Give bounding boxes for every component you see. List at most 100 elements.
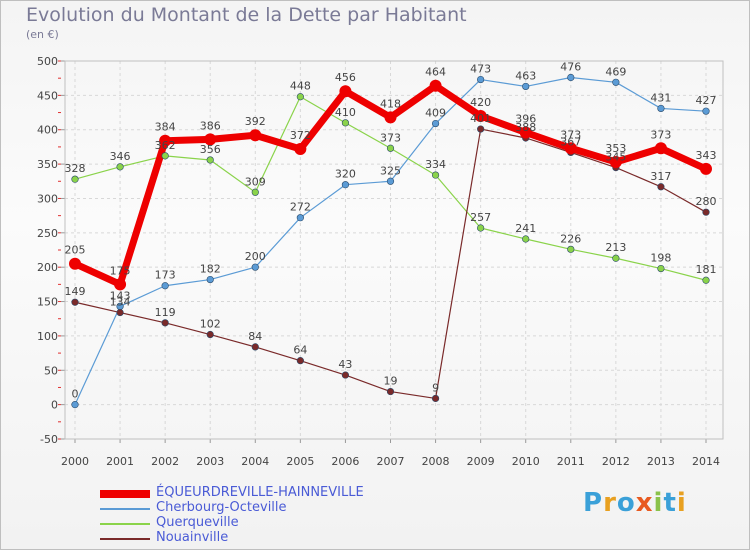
data-point [69, 257, 81, 270]
legend-swatch [100, 538, 150, 540]
x-tick-label: 2008 [422, 455, 450, 468]
data-label: 257 [470, 211, 491, 224]
data-point [477, 75, 485, 84]
y-tick-label: -50 [40, 433, 58, 446]
data-point [296, 93, 304, 101]
data-label: 9 [432, 381, 439, 394]
y-tick-label: 100 [37, 330, 58, 343]
chart-title: Evolution du Montant de la Dette par Hab… [26, 4, 467, 26]
data-label: 418 [380, 97, 401, 110]
data-point [431, 119, 440, 128]
legend-label: Cherbourg-Octeville [156, 500, 287, 515]
data-point [296, 357, 304, 365]
data-label: 409 [425, 107, 446, 120]
legend-label: Querqueville [156, 515, 239, 530]
data-point [251, 343, 259, 351]
data-point [161, 282, 169, 290]
data-label: 388 [515, 121, 536, 134]
chart-subtitle: (en €) [26, 28, 59, 41]
data-label: 182 [200, 263, 221, 276]
data-label: 356 [200, 143, 221, 156]
data-point [206, 156, 214, 164]
data-point [206, 330, 214, 339]
logo-letter: P [583, 488, 604, 518]
data-label: 456 [335, 71, 356, 84]
legend-label: Nouainville [156, 530, 229, 545]
data-point [296, 214, 304, 222]
data-label: 345 [605, 151, 626, 164]
data-point [341, 181, 350, 189]
data-point [249, 129, 262, 142]
logo-letter: x [635, 488, 654, 518]
data-label: 392 [245, 115, 266, 128]
data-point [161, 152, 169, 160]
data-label: 373 [650, 128, 671, 141]
data-label: 317 [650, 170, 671, 183]
data-label: 334 [425, 158, 446, 171]
data-label: 19 [384, 375, 398, 388]
data-point [702, 276, 710, 284]
y-tick-label: 250 [37, 227, 58, 240]
x-tick-label: 2013 [647, 455, 675, 468]
data-point [251, 188, 259, 196]
x-tick-label: 2011 [557, 455, 585, 468]
data-point [519, 126, 532, 139]
data-point [294, 142, 307, 155]
proxiti-logo: Proxiti [583, 488, 687, 518]
x-tick-label: 2004 [241, 455, 269, 468]
data-label: 43 [338, 358, 352, 371]
data-label: 213 [605, 241, 626, 254]
y-tick-label: 400 [37, 124, 58, 137]
x-tick-label: 2006 [331, 455, 359, 468]
data-label: 143 [110, 289, 131, 302]
data-point [71, 175, 79, 183]
data-label: 280 [696, 195, 717, 208]
data-label: 241 [515, 222, 536, 235]
chart-points [69, 73, 712, 409]
data-point [564, 142, 577, 155]
data-label: 173 [155, 269, 176, 282]
data-point [386, 177, 395, 185]
data-label: 373 [560, 128, 581, 141]
data-point [654, 142, 667, 155]
data-point [612, 254, 620, 262]
data-label: 309 [245, 175, 266, 188]
data-label: 396 [515, 112, 536, 125]
data-label: 175 [110, 264, 131, 277]
x-tick-label: 2001 [106, 455, 134, 468]
data-label: 149 [65, 285, 86, 298]
data-label: 372 [290, 129, 311, 142]
data-point [339, 85, 352, 98]
data-point [204, 133, 217, 146]
data-point [429, 79, 442, 92]
data-label: 476 [560, 60, 581, 73]
data-label: 64 [293, 344, 307, 357]
x-tick-label: 2009 [467, 455, 495, 468]
data-label: 362 [155, 139, 176, 152]
data-point [657, 264, 665, 273]
data-point [386, 387, 395, 396]
data-label: 134 [110, 296, 131, 309]
data-label: 328 [65, 162, 86, 175]
data-point [71, 298, 79, 306]
data-point [477, 224, 485, 232]
x-tick-label: 2002 [151, 455, 179, 468]
data-point [477, 125, 485, 133]
legend-swatch [100, 523, 150, 525]
data-point [341, 119, 350, 127]
data-label: 386 [200, 119, 221, 132]
data-label: 367 [560, 135, 581, 148]
legend-label: ÉQUEURDREVILLE-HAINNEVILLE [156, 485, 364, 500]
x-tick-label: 2005 [286, 455, 314, 468]
data-label: 401 [470, 112, 491, 125]
data-label: 431 [650, 91, 671, 104]
legend-swatch [100, 490, 150, 498]
y-tick-label: 350 [37, 158, 58, 171]
data-point [702, 208, 710, 216]
x-tick-label: 2003 [196, 455, 224, 468]
data-label: 473 [470, 63, 491, 76]
data-point [474, 109, 487, 122]
x-tick-label: 2010 [512, 455, 540, 468]
